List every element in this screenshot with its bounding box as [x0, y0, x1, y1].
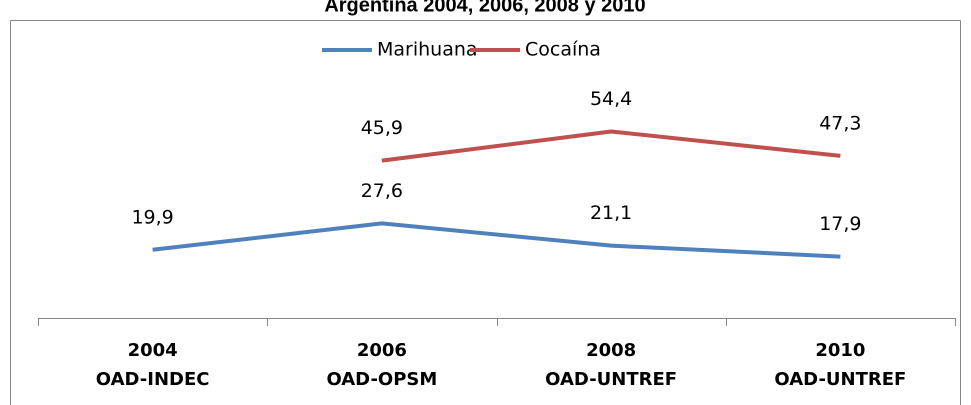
legend-label: Cocaína [525, 39, 601, 61]
data-label: 27,6 [361, 180, 403, 202]
x-tick-label: 2010 [815, 340, 865, 361]
chart-title: Argentina 2004, 2006, 2008 y 2010 [324, 0, 645, 16]
x-tick-label: 2006 [357, 340, 407, 361]
data-label: 19,9 [131, 206, 173, 228]
x-tick-label: 2008 [586, 340, 636, 361]
x-tick-label: OAD-OPSM [326, 369, 437, 390]
x-tick-label: OAD-UNTREF [774, 369, 906, 390]
x-tick-label: 2004 [128, 340, 178, 361]
data-label: 45,9 [361, 117, 403, 139]
title-background [300, 0, 680, 20]
series-line [381, 129, 841, 163]
data-label: 47,3 [819, 112, 861, 134]
x-tick-label: OAD-UNTREF [545, 369, 677, 390]
legend-label: Marihuana [377, 39, 478, 61]
series-line [152, 221, 841, 259]
data-label: 17,9 [819, 213, 861, 235]
data-label: 21,1 [590, 202, 632, 224]
x-tick-label: OAD-INDEC [96, 369, 210, 390]
data-label: 54,4 [590, 88, 632, 110]
